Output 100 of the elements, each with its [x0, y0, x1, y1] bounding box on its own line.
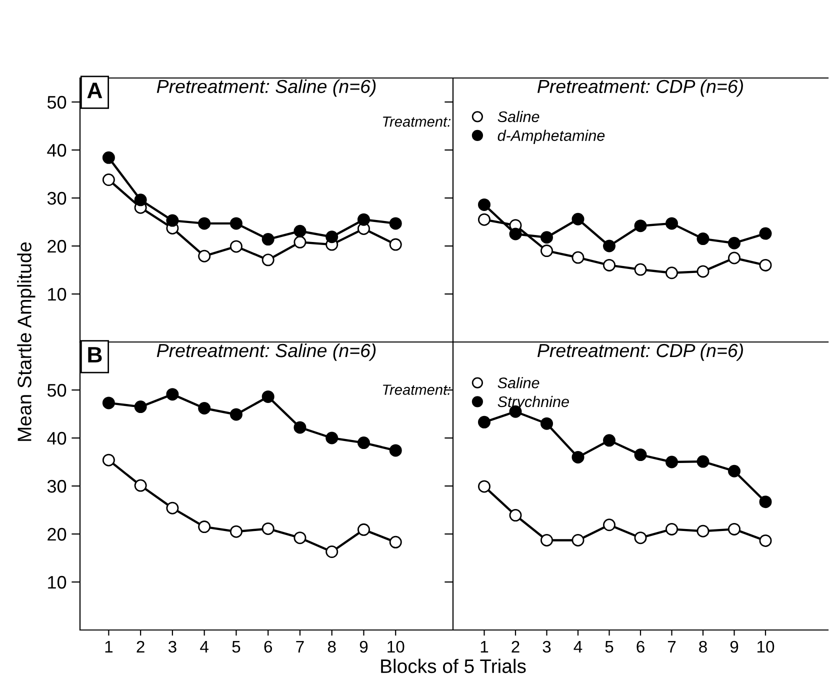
x-tick-label: 6	[264, 640, 272, 653]
annotation: A	[87, 82, 102, 98]
point	[102, 174, 115, 186]
point	[198, 402, 211, 414]
point	[230, 408, 242, 421]
point	[666, 456, 678, 468]
point	[634, 532, 647, 544]
x-tick-label: 4	[574, 641, 582, 652]
point	[389, 536, 402, 548]
point	[728, 464, 740, 478]
x-tick-label: 8	[328, 640, 336, 653]
legend-label: Saline	[498, 377, 540, 388]
point	[357, 213, 370, 226]
point	[759, 227, 772, 240]
point	[262, 522, 274, 535]
point	[728, 522, 740, 536]
point	[389, 444, 402, 457]
point	[759, 496, 772, 508]
point	[696, 232, 710, 246]
point	[603, 240, 616, 252]
point	[166, 214, 179, 227]
point	[572, 450, 584, 464]
point	[696, 455, 710, 468]
point	[728, 236, 740, 250]
y-tick-label: 50	[47, 96, 66, 109]
point	[603, 258, 616, 272]
point	[666, 522, 678, 536]
x-tick-label: 2	[136, 640, 144, 652]
point	[478, 416, 490, 428]
x-tick-label: 1	[105, 641, 113, 652]
point	[389, 238, 402, 251]
point	[102, 396, 115, 410]
point	[572, 212, 584, 226]
x-tick-label: 10	[388, 640, 404, 653]
y-tick-label: 10	[48, 288, 66, 301]
point	[326, 546, 338, 558]
legend-title: Treatment:	[383, 384, 451, 395]
point	[696, 265, 710, 278]
x-tick-label: 7	[668, 641, 676, 652]
point	[134, 479, 147, 492]
point	[540, 417, 553, 430]
point	[666, 266, 678, 280]
point	[666, 217, 678, 230]
x-tick-label: 5	[605, 641, 614, 653]
point	[572, 251, 584, 264]
point	[357, 436, 370, 450]
point	[294, 236, 306, 248]
point	[478, 480, 490, 493]
point	[166, 388, 179, 401]
chart-title: Pretreatment: CDP (n=6)	[537, 79, 743, 97]
point	[102, 151, 115, 164]
x-tick-label: 3	[542, 640, 551, 653]
point	[634, 220, 647, 232]
point	[603, 518, 616, 532]
y-axis-title: Mean Startle Amplitude	[17, 242, 36, 441]
x-tick-label: 10	[758, 640, 774, 653]
point	[198, 520, 211, 534]
legend-label: Saline	[498, 110, 540, 122]
point	[230, 240, 242, 253]
point	[294, 224, 306, 238]
point	[759, 534, 772, 547]
x-axis-title: Blocks of 5 Trials	[381, 658, 526, 674]
point	[634, 448, 647, 462]
chart-title: Pretreatment: Saline (n=6)	[156, 79, 376, 97]
x-tick-label: 9	[360, 640, 368, 653]
point	[357, 523, 370, 536]
point	[166, 502, 179, 514]
point	[294, 421, 306, 434]
x-tick-label: 1	[480, 641, 488, 652]
point	[326, 432, 338, 444]
point	[134, 194, 147, 206]
y-tick-label: 40	[47, 432, 66, 445]
legend-label: d-Amphetamine	[498, 130, 605, 144]
point	[230, 525, 242, 538]
point	[509, 509, 522, 522]
x-tick-label: 9	[730, 640, 738, 653]
point	[603, 434, 616, 447]
x-tick-label: 2	[512, 640, 520, 652]
point	[728, 252, 740, 264]
point	[540, 534, 553, 546]
point	[540, 244, 553, 258]
point	[198, 250, 211, 262]
point	[478, 198, 490, 211]
point	[294, 532, 306, 544]
x-tick-label: 5	[232, 641, 240, 653]
point	[759, 258, 772, 272]
x-tick-label: 7	[296, 641, 304, 652]
y-tick-label: 50	[47, 384, 66, 397]
y-tick-label: 10	[48, 576, 66, 589]
y-tick-label: 30	[47, 480, 66, 493]
point	[572, 534, 584, 546]
x-tick-label: 4	[200, 641, 208, 652]
point	[262, 233, 274, 246]
point	[540, 231, 553, 244]
y-tick-label: 30	[47, 192, 66, 205]
point	[102, 454, 115, 466]
x-tick-label: 8	[699, 640, 707, 653]
chart-title: Pretreatment: CDP (n=6)	[537, 343, 743, 361]
point	[262, 254, 274, 266]
point	[198, 217, 211, 230]
